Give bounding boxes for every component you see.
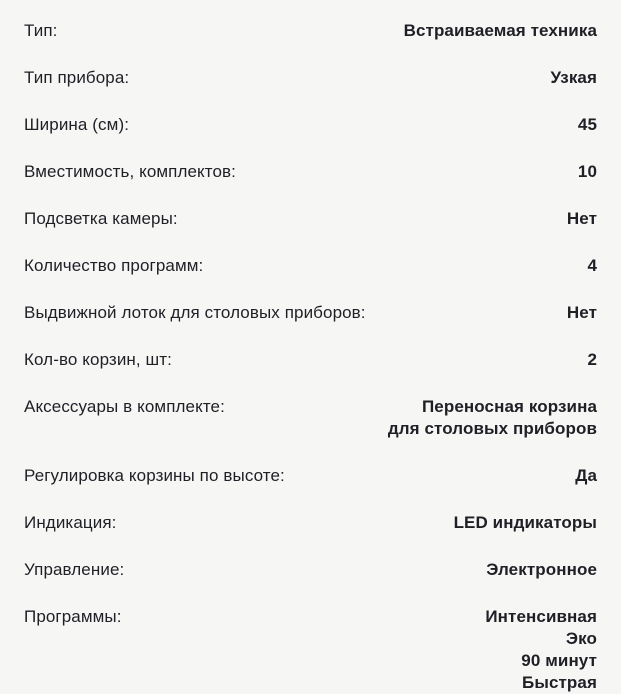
spec-label: Индикация:	[24, 513, 117, 532]
spec-row-programs: Программы: Интенсивная Эко 90 минут Быст…	[24, 606, 597, 694]
spec-label: Выдвижной лоток для столовых приборов:	[24, 303, 366, 322]
spec-row-type: Тип: Встраиваемая техника	[24, 20, 597, 42]
spec-row-capacity: Вместимость, комплектов: 10	[24, 161, 597, 183]
spec-label: Регулировка корзины по высоте:	[24, 466, 285, 485]
spec-value: LED индикаторы	[453, 513, 597, 532]
spec-label: Аксессуары в комплекте:	[24, 397, 225, 416]
spec-value: Встраиваемая техника	[403, 21, 597, 40]
spec-value: 10	[577, 162, 597, 181]
spec-row-device-type: Тип прибора: Узкая	[24, 67, 597, 89]
spec-value: Электронное	[486, 560, 597, 579]
spec-label: Тип прибора:	[24, 68, 130, 87]
spec-label: Ширина (см):	[24, 115, 130, 134]
spec-label: Количество программ:	[24, 256, 204, 275]
spec-label: Вместимость, комплектов:	[24, 162, 236, 181]
spec-value: Узкая	[550, 68, 597, 87]
spec-value: Нет	[566, 303, 597, 322]
spec-row-control: Управление: Электронное	[24, 559, 597, 581]
spec-value: 4	[587, 256, 597, 275]
spec-value: 2	[587, 350, 597, 369]
spec-row-cutlery-tray: Выдвижной лоток для столовых приборов: Н…	[24, 302, 597, 324]
spec-row-basket-height-adjust: Регулировка корзины по высоте: Да	[24, 465, 597, 487]
spec-label: Подсветка камеры:	[24, 209, 178, 228]
spec-row-accessories: Аксессуары в комплекте: Переносная корзи…	[24, 396, 597, 440]
spec-value: Интенсивная Эко 90 минут Быстрая	[485, 607, 597, 692]
spec-row-chamber-light: Подсветка камеры: Нет	[24, 208, 597, 230]
spec-row-indication: Индикация: LED индикаторы	[24, 512, 597, 534]
spec-label: Тип:	[24, 21, 58, 40]
spec-value: 45	[577, 115, 597, 134]
spec-row-basket-count: Кол-во корзин, шт: 2	[24, 349, 597, 371]
spec-value: Нет	[566, 209, 597, 228]
spec-row-program-count: Количество программ: 4	[24, 255, 597, 277]
spec-label: Программы:	[24, 607, 122, 626]
spec-label: Управление:	[24, 560, 125, 579]
spec-label: Кол-во корзин, шт:	[24, 350, 173, 369]
spec-value: Да	[575, 466, 597, 485]
spec-row-width: Ширина (см): 45	[24, 114, 597, 136]
spec-value: Переносная корзина для столовых приборов	[387, 397, 597, 438]
